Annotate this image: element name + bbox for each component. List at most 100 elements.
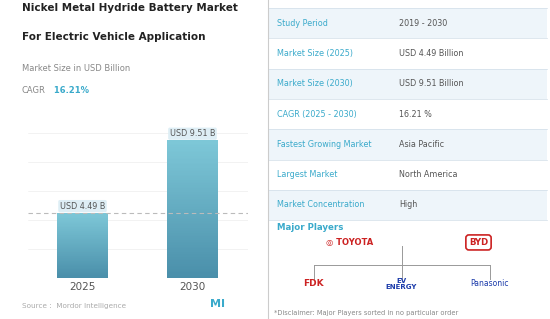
Bar [167,231,218,233]
Bar [167,192,218,194]
Bar [167,224,218,226]
Bar [167,195,218,197]
Bar [167,243,218,245]
Bar [57,218,108,219]
Bar [167,182,218,183]
Bar [167,229,218,231]
Bar [57,232,108,233]
Bar [57,246,108,247]
Bar [167,169,218,171]
Bar [167,276,218,278]
Bar [167,149,218,151]
Bar [167,240,218,241]
Bar [167,157,218,159]
Bar [167,162,218,164]
Bar [57,251,108,252]
Text: *Disclaimer: Major Players sorted in no particular order: *Disclaimer: Major Players sorted in no … [274,310,458,316]
Bar [167,197,218,199]
Bar [57,255,108,256]
Bar [57,264,108,265]
Bar [167,144,218,145]
Bar [167,226,218,228]
Bar [57,277,108,278]
Bar [57,228,108,229]
Bar [57,267,108,268]
Bar [167,221,218,223]
Text: Study Period: Study Period [277,19,327,28]
Bar [57,221,108,222]
Bar [167,185,218,187]
Bar [167,265,218,267]
Bar [167,262,218,264]
Bar [57,260,108,261]
Bar [167,198,218,200]
Bar [167,173,218,174]
Bar [167,200,218,202]
Bar [167,212,218,214]
Text: Nickel Metal Hydride Battery Market: Nickel Metal Hydride Battery Market [22,3,238,13]
Bar [57,251,108,252]
Bar [57,241,108,242]
Bar [167,271,218,272]
Text: FDK: FDK [303,279,324,288]
Bar [167,238,218,240]
Bar [57,225,108,226]
Bar [57,214,108,215]
Bar [57,248,108,249]
Bar [167,250,218,252]
Bar [57,271,108,272]
Text: Fastest Growing Market: Fastest Growing Market [277,140,371,149]
Text: ◎ TOYOTA: ◎ TOYOTA [326,238,373,247]
Bar [167,159,218,161]
Bar [167,269,218,271]
Text: BYD: BYD [469,238,488,247]
Bar [167,205,218,207]
Bar [57,234,108,235]
Bar [57,257,108,258]
Bar [167,145,218,147]
Bar [57,244,108,245]
Bar [57,265,108,266]
Text: 16.21%: 16.21% [51,86,89,95]
Bar [167,274,218,276]
Bar [57,242,108,243]
Bar [167,252,218,254]
Bar [57,219,108,220]
Bar [57,276,108,277]
Bar [57,222,108,223]
Bar [167,140,218,142]
Text: CAGR: CAGR [22,86,46,95]
Bar [57,273,108,274]
Bar [57,272,108,273]
Bar [57,239,108,240]
Bar [167,207,218,209]
Bar [167,151,218,152]
Text: Market Size in USD Billion: Market Size in USD Billion [22,64,130,73]
Text: 2019 - 2030: 2019 - 2030 [399,19,447,28]
Bar [167,258,218,260]
Bar [57,253,108,254]
Text: 16.21 %: 16.21 % [399,109,432,119]
Text: Market Concentration: Market Concentration [277,200,364,210]
Bar [57,259,108,260]
Bar [167,154,218,156]
Text: Major Players: Major Players [277,223,343,232]
Bar [167,156,218,158]
Bar [57,226,108,227]
Bar [57,237,108,238]
Bar [57,274,108,275]
Bar [167,183,218,185]
Bar [167,180,218,182]
Bar [167,164,218,166]
Text: USD 4.49 Billion: USD 4.49 Billion [399,49,463,58]
Bar [57,245,108,246]
Bar [167,193,218,195]
Bar [57,213,108,214]
Text: Asia Pacific: Asia Pacific [399,140,444,149]
Bar [57,238,108,239]
Bar [57,268,108,269]
Bar [57,224,108,225]
Text: High: High [399,200,417,210]
Bar [57,213,108,214]
Bar [57,230,108,231]
